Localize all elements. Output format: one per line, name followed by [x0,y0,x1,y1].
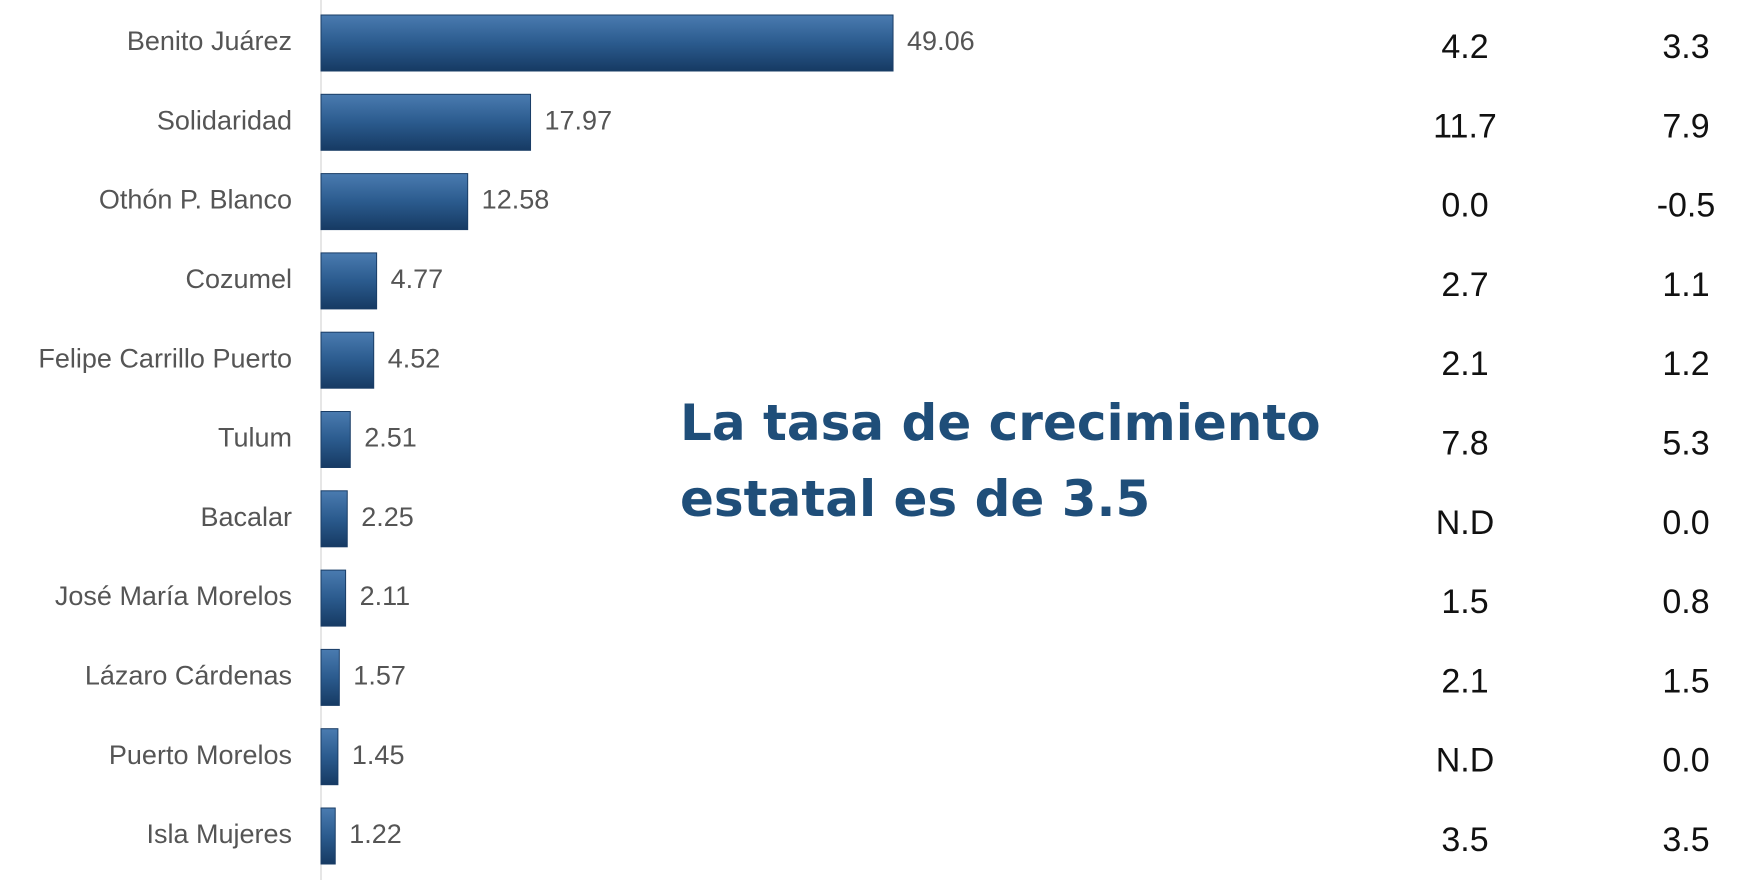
category-label: Isla Mujeres [146,819,292,849]
annotation: estatal es de 3.5 [680,470,1150,528]
table-cell: 0.0 [1662,504,1709,542]
value-label: 4.77 [391,264,444,294]
bar [320,728,339,786]
table-cell: 4.2 [1441,28,1488,66]
value-label: 1.57 [353,661,406,691]
bar [320,569,347,627]
value-label: 12.58 [482,185,550,215]
table-cell: 0.0 [1662,742,1709,780]
table-cell: 0.0 [1441,187,1488,225]
category-label: Lázaro Cárdenas [85,661,292,691]
value-label: 49.06 [907,26,975,56]
value-label: 17.97 [545,105,613,135]
table-cell: 0.8 [1662,583,1709,621]
value-label: 1.45 [352,740,405,770]
table-cell: 1.1 [1662,266,1709,304]
table-cell: 2.1 [1441,345,1488,383]
bar [320,173,469,231]
category-label: Tulum [218,423,292,453]
table-cell: 11.7 [1433,107,1497,145]
table-cell: 1.5 [1662,662,1709,700]
value-label: 4.52 [388,343,441,373]
category-label: Puerto Morelos [109,740,292,770]
table-cell: N.D [1436,504,1495,542]
bar [320,14,894,72]
table-cell: 1.2 [1662,345,1709,383]
value-label: 1.22 [349,819,402,849]
bar [320,93,532,151]
table-cell: 3.3 [1662,28,1709,66]
value-label: 2.25 [361,502,414,532]
bar [320,252,378,310]
category-label: Othón P. Blanco [99,185,292,215]
category-label: José María Morelos [55,581,292,611]
category-label: Benito Juárez [127,26,292,56]
category-label: Solidaridad [157,105,292,135]
category-label: Felipe Carrillo Puerto [38,343,292,373]
value-label: 2.51 [364,423,417,453]
category-label: Bacalar [200,502,292,532]
bar [320,490,348,548]
value-label: 2.11 [360,581,411,611]
table-cell: 5.3 [1662,424,1709,462]
table-cell: N.D [1436,742,1495,780]
table-cell: 1.5 [1441,583,1488,621]
table-cell: 2.1 [1441,662,1488,700]
bar [320,331,375,389]
category-label: Cozumel [185,264,292,294]
bar [320,411,351,468]
bar [320,648,340,706]
annotation: La tasa de crecimiento [680,394,1321,452]
table-cell: 7.9 [1662,107,1709,145]
table-cell: 3.5 [1441,821,1488,859]
table-cell: 3.5 [1662,821,1709,859]
bar [320,807,336,865]
table-cell: 2.7 [1441,266,1488,304]
table-cell: -0.5 [1657,187,1716,225]
table-cell: 7.8 [1441,424,1488,462]
